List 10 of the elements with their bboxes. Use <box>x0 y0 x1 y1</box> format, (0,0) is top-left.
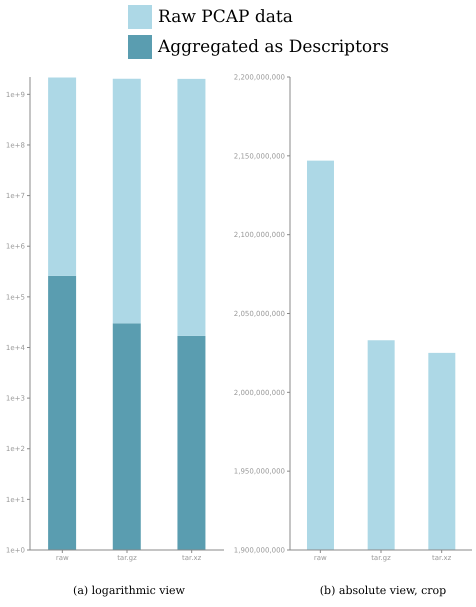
legend-label: Aggregated as Descriptors <box>158 37 389 57</box>
bar <box>177 336 206 550</box>
bar <box>177 78 206 336</box>
bar <box>48 276 76 550</box>
bar <box>112 323 141 550</box>
text: (a) logarithmic view <box>72 584 186 597</box>
text: (b) absolute view, crop <box>318 584 448 597</box>
bar <box>48 78 76 276</box>
bar <box>112 78 141 324</box>
legend-label: Raw PCAP data <box>158 7 293 27</box>
